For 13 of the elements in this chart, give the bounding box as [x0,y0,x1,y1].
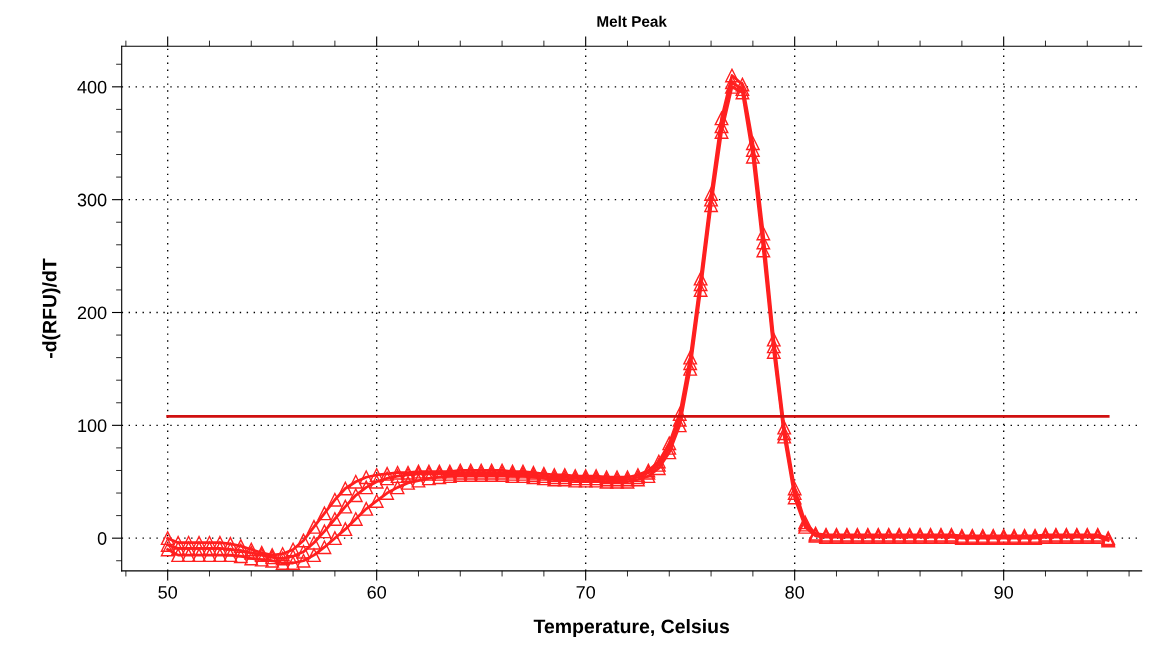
y-tick-label: 200 [77,306,107,320]
y-axis-title: -d(RFU)/dT [42,258,61,358]
x-tick-label: 70 [576,585,596,599]
y-tick-label: 400 [77,80,107,94]
x-tick-label: 90 [994,585,1014,599]
x-axis-title: Temperature, Celsius [533,618,730,638]
chart-title: Melt Peak [597,15,667,27]
y-tick-label: 300 [77,193,107,207]
x-tick-label: 60 [367,585,387,599]
x-tick-label: 50 [158,585,178,599]
x-tick-label: 80 [785,585,805,599]
y-tick-label: 0 [97,532,107,545]
y-tick-label: 100 [78,419,107,433]
